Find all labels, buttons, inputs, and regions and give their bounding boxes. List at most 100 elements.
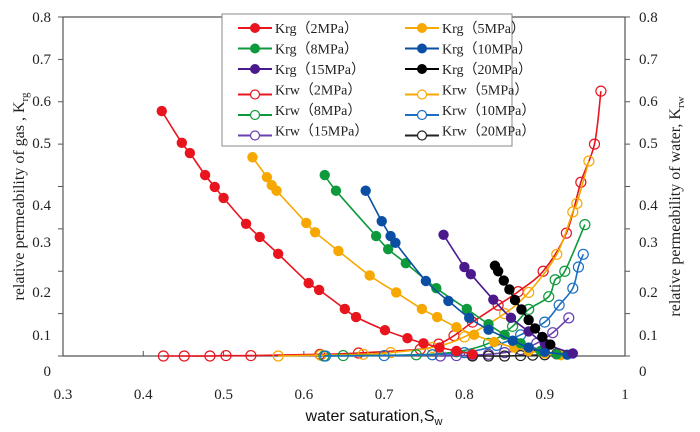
- y-right-tick-label: 0.7: [639, 52, 658, 68]
- data-point: [176, 137, 188, 149]
- data-point: [577, 248, 589, 260]
- legend-label: Krw（20MPa）: [442, 124, 535, 140]
- series-line: [325, 253, 585, 357]
- data-point: [499, 329, 510, 341]
- y-left-tick-label: 0.6: [32, 94, 51, 110]
- data-point: [560, 227, 572, 239]
- data-point: [482, 350, 495, 362]
- data-point: [218, 192, 229, 204]
- legend-label: Krg（2MPa）: [275, 21, 358, 37]
- data-point: [254, 231, 265, 243]
- data-point: [378, 349, 390, 362]
- data-point: [247, 152, 258, 163]
- data-point: [465, 269, 477, 280]
- data-point: [529, 323, 541, 334]
- data-point: [339, 303, 351, 315]
- data-point: [567, 348, 579, 359]
- data-point: [376, 216, 387, 227]
- x-axis-title: water saturation,Sw: [305, 408, 443, 428]
- data-point: [572, 261, 585, 273]
- x-tick-label: 0.3: [54, 387, 73, 403]
- data-point: [498, 347, 511, 359]
- data-point: [468, 329, 480, 341]
- data-point: [488, 336, 500, 348]
- data-point: [464, 312, 475, 324]
- legend-label: Krw（5MPa）: [442, 83, 528, 99]
- data-point: [301, 217, 312, 229]
- data-point: [461, 303, 473, 315]
- data-point: [559, 265, 571, 277]
- legend-label: Krg（15MPa）: [275, 62, 365, 78]
- data-point: [509, 294, 521, 306]
- data-point: [333, 245, 344, 257]
- data-point: [553, 299, 565, 311]
- data-point: [488, 294, 499, 305]
- series-krg-1: [247, 152, 566, 361]
- data-point: [563, 312, 575, 324]
- data-point: [545, 339, 556, 350]
- legend-marker: [417, 23, 427, 33]
- legend-marker: [250, 43, 260, 54]
- x-tick-label: 1: [621, 387, 629, 403]
- legend-label: Krg（20MPa）: [442, 62, 532, 78]
- data-point: [199, 169, 211, 181]
- data-point: [382, 244, 394, 255]
- y-left-tick-label: 0: [44, 364, 52, 380]
- legend-marker: [249, 130, 261, 141]
- data-point: [583, 155, 595, 167]
- series-krw-7: [272, 155, 595, 362]
- data-point: [571, 197, 583, 210]
- x-tick-label: 0.6: [294, 387, 313, 403]
- data-point: [420, 275, 432, 287]
- data-point: [498, 350, 511, 362]
- data-point: [352, 347, 365, 359]
- data-point: [505, 312, 517, 324]
- y-right-axis-title: relative permeability of water, Krw: [667, 96, 687, 316]
- series-krg-0: [156, 105, 478, 360]
- legend-marker: [250, 23, 260, 33]
- data-point: [547, 327, 559, 339]
- series-line: [163, 91, 602, 357]
- legend-marker: [417, 64, 427, 74]
- legend-label: Krg（5MPa）: [442, 21, 525, 37]
- legend-label: Krg（8MPa）: [275, 42, 358, 58]
- data-point: [492, 266, 504, 277]
- data-point: [402, 333, 413, 344]
- data-point: [504, 284, 515, 295]
- legend: Krg（2MPa） Krg（8MPa） Krg（15MPa） Krw（2MPa） Krw…: [221, 13, 535, 147]
- x-tick-label: 0.9: [535, 387, 554, 403]
- legend-marker: [416, 109, 428, 121]
- data-point: [379, 324, 391, 336]
- x-tick-label: 0.7: [375, 387, 394, 403]
- data-point: [390, 237, 401, 249]
- data-point: [364, 270, 375, 281]
- data-point: [523, 286, 535, 299]
- y-right-tick-label: 0.1: [639, 328, 658, 344]
- data-point: [483, 324, 494, 335]
- y-left-axis-title: relative permeability of gas , Krg: [11, 92, 31, 301]
- data-point: [523, 314, 534, 326]
- x-tick-label: 0.4: [134, 387, 153, 403]
- legend-marker: [250, 64, 260, 74]
- data-point: [204, 350, 216, 362]
- data-point: [543, 291, 555, 303]
- data-point: [400, 257, 412, 269]
- data-point: [443, 295, 454, 307]
- y-left-tick-label: 0.4: [32, 198, 51, 214]
- axes: 0 0.1 0.2 0.3 0.4 0.5 0.6 0.7 0.8 0 0.1 0.2 0.3 0.4 0.…: [11, 10, 687, 428]
- data-point: [313, 284, 325, 296]
- y-right-tick-label: 0.3: [639, 235, 658, 251]
- y-left-tick-label: 0.1: [32, 328, 51, 344]
- data-point: [498, 275, 509, 286]
- data-point: [319, 169, 330, 181]
- legend-label: Krw（15MPa）: [275, 124, 368, 140]
- y-right-tick-label: 0.8: [639, 10, 658, 26]
- legend-marker: [416, 89, 428, 100]
- series-krg-4: [438, 229, 579, 359]
- data-point: [370, 230, 382, 242]
- data-point: [523, 342, 534, 353]
- data-point: [272, 350, 284, 362]
- data-point: [507, 335, 518, 346]
- data-point: [426, 349, 438, 361]
- x-tick-label: 0.8: [455, 387, 474, 403]
